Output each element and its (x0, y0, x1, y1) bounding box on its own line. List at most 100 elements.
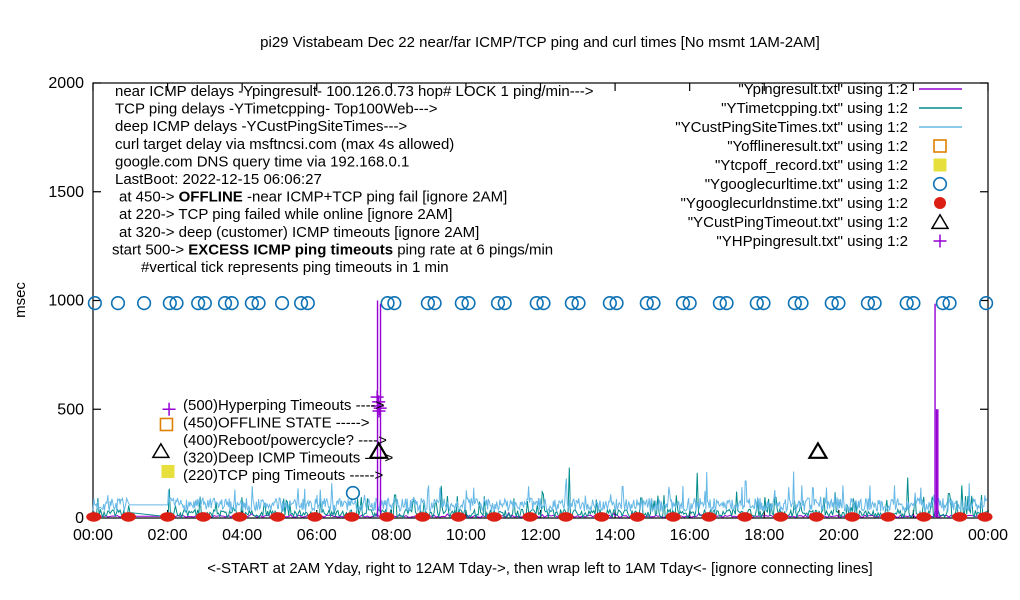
curl-time-circle (191, 296, 206, 311)
curl-time-circle (224, 296, 239, 311)
curl-time-circle (867, 296, 882, 311)
curl-time-circle (787, 296, 802, 311)
legend-triangle (930, 213, 950, 230)
legend-filled-circle (934, 197, 946, 209)
dns-time-dot (486, 512, 502, 522)
event-label: (320)Deep ICMP Timeouts ----> (183, 450, 393, 467)
curl-time-circle (682, 296, 697, 311)
dns-time-dot (86, 512, 102, 522)
legend-label: "YCustPingTimeout.txt" using 1:2 (688, 214, 908, 231)
curl-time-circle (136, 296, 152, 311)
info-line: LastBoot: 2022-12-15 06:06:27 (115, 171, 322, 188)
legend-filled-square (933, 158, 947, 172)
dns-time-dot (880, 512, 896, 522)
curl-time-circle (564, 296, 579, 311)
curl-time-circle (602, 296, 617, 311)
curl-time-circle (831, 296, 846, 311)
dns-time-dot (450, 512, 466, 522)
y-tick-label: 0 (75, 510, 84, 527)
series-deep-icmp (92, 471, 988, 513)
info-line: at 450-> OFFLINE -near ICMP+TCP ping fai… (119, 189, 507, 206)
y-tick-label: 1000 (48, 293, 84, 310)
curl-time-circle (300, 296, 315, 311)
x-tick-label: 00:00 (73, 527, 113, 544)
dns-time-dot (558, 512, 574, 522)
y-tick-label: 500 (57, 401, 84, 418)
dns-time-dot (977, 512, 993, 522)
event-marker-triangle (151, 442, 171, 459)
info-line: google.com DNS query time via 192.168.0.… (115, 153, 409, 170)
legend-open-circle (932, 176, 948, 192)
curl-time-circle (824, 296, 839, 311)
x-axis-caption: <-START at 2AM Yday, right to 12AM Tday-… (207, 560, 872, 577)
event-label: (500)Hyperping Timeouts ----> (183, 397, 385, 414)
dns-time-dot (160, 512, 176, 522)
curl-time-circle (197, 296, 212, 311)
curl-time-circle (899, 296, 914, 311)
y-tick-label: 2000 (48, 75, 84, 92)
dns-time-dot (594, 512, 610, 522)
info-line: at 220-> TCP ping failed while online [i… (119, 206, 452, 223)
curl-time-circle (497, 296, 512, 311)
curl-time-circle (420, 296, 435, 311)
curl-time-circle (536, 296, 551, 311)
x-tick-label: 18:00 (744, 527, 784, 544)
legend-label: "Ygooglecurltime.txt" using 1:2 (705, 176, 908, 193)
dns-time-dot (415, 512, 431, 522)
legend-label: "YHPpingresult.txt" using 1:2 (716, 233, 908, 250)
info-line: at 320-> deep (customer) ICMP timeouts [… (119, 224, 479, 241)
curl-time-circle (454, 296, 469, 311)
dns-time-dot (307, 512, 323, 522)
curl-time-circle (675, 296, 691, 311)
x-tick-label: 12:00 (520, 527, 560, 544)
legend-open-square (933, 139, 947, 153)
curl-time-circle (251, 296, 266, 311)
dns-time-dot (629, 512, 645, 522)
curl-time-circle (387, 296, 402, 311)
curl-time-circle (646, 296, 661, 311)
dns-time-dot (737, 512, 753, 522)
dns-time-dot (665, 512, 681, 522)
curl-time-circle (217, 296, 233, 311)
curl-time-circle (110, 296, 126, 311)
y-tick-label: 1500 (48, 184, 84, 201)
curl-time-circle (942, 296, 957, 311)
info-line: #vertical tick represents ping timeouts … (141, 259, 449, 276)
dns-time-dot (195, 512, 211, 522)
legend-label: "Yofflineresult.txt" using 1:2 (727, 138, 908, 155)
curl-time-circle (169, 296, 184, 311)
x-tick-label: 14:00 (595, 527, 635, 544)
x-tick-label: 10:00 (446, 527, 486, 544)
dns-time-dot (120, 512, 136, 522)
info-line: near ICMP delays -Ypingresult- 100.126.0… (115, 83, 594, 100)
x-tick-label: 00:00 (968, 527, 1008, 544)
legend-label: "Ypingresult.txt" using 1:2 (738, 81, 908, 98)
curl-time-circle (860, 296, 876, 311)
event-marker-filled-square (161, 464, 175, 478)
dns-time-dot (270, 512, 286, 522)
curl-time-circle (427, 296, 442, 311)
dns-time-dot (522, 512, 538, 522)
curl-time-circle (380, 296, 395, 311)
plot-area: 00:00 02:00 04:00 06:00 08:00 10:00 12:00 14:00… (48, 75, 1008, 544)
dns-time-dot (844, 512, 860, 522)
cust-ping-timeout-triangle (807, 441, 829, 459)
curl-time-circle (749, 296, 764, 311)
x-tick-label: 20:00 (819, 527, 859, 544)
curl-time-circle (979, 296, 994, 311)
curl-time-circle (244, 296, 259, 311)
dns-time-dot (808, 512, 824, 522)
event-marker-open-square (159, 417, 174, 432)
dns-time-dot (773, 512, 789, 522)
info-line: start 500-> EXCESS ICMP ping timeouts pi… (112, 241, 553, 258)
curl-time-circle (609, 296, 624, 311)
dns-time-dot (344, 512, 360, 522)
curl-time-circle (461, 296, 476, 311)
curl-time-circle (935, 296, 950, 311)
curl-time-circle (756, 296, 771, 311)
event-label: (450)OFFLINE STATE -----> (183, 415, 370, 432)
curl-time-circle (719, 296, 734, 311)
event-label: (220)TCP ping Timeouts -----> (183, 467, 383, 484)
